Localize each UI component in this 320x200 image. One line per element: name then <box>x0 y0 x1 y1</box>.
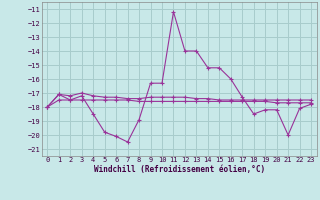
X-axis label: Windchill (Refroidissement éolien,°C): Windchill (Refroidissement éolien,°C) <box>94 165 265 174</box>
